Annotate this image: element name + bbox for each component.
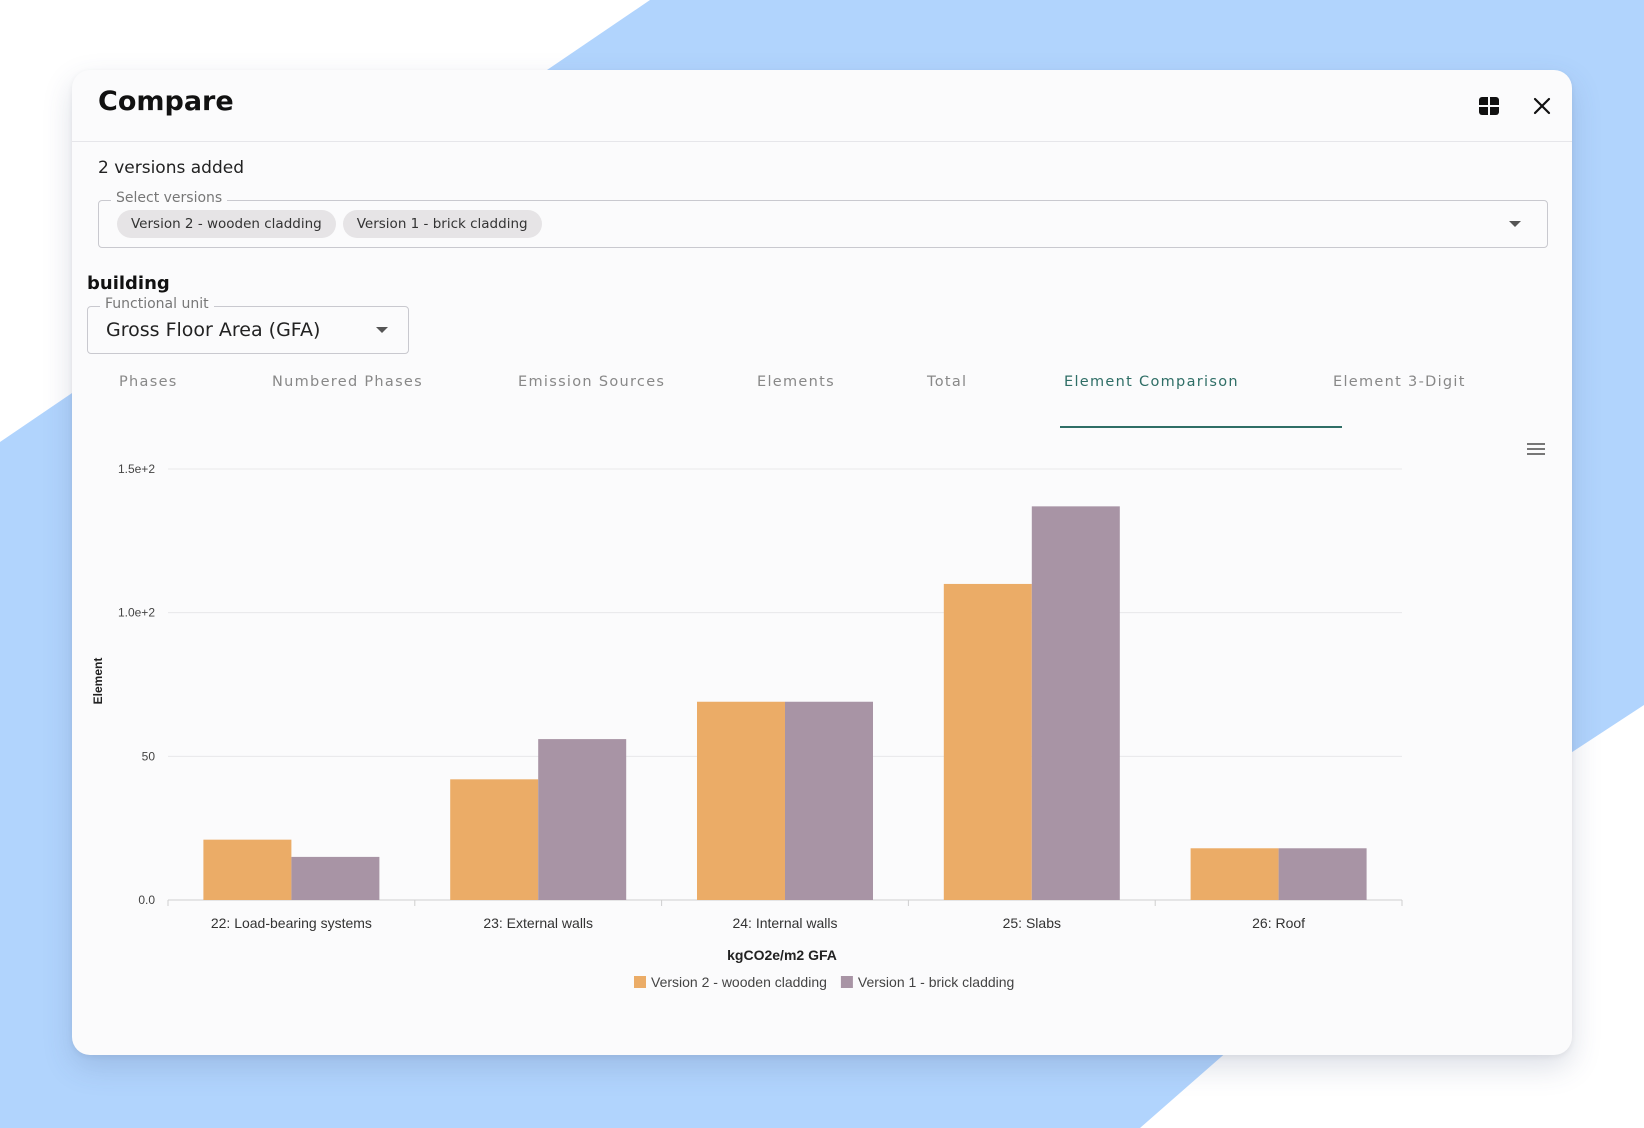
x-tick-label: 23: External walls <box>483 915 593 931</box>
version-chip[interactable]: Version 1 - brick cladding <box>342 210 542 238</box>
dialog-title: Compare <box>98 86 234 117</box>
versions-count: 2 versions added <box>98 158 244 178</box>
element-comparison-chart: 0.0 50 1.0e+2 1.5e+2 22: Load-bearing system… <box>91 462 1403 990</box>
bar <box>291 856 380 900</box>
y-axis-title: Element <box>91 658 105 705</box>
legend-swatch <box>840 976 853 988</box>
section-title: building <box>87 273 170 294</box>
version-select-label: Select versions <box>111 190 228 206</box>
functional-unit-select[interactable]: Functional unit Gross Floor Area (GFA) <box>87 296 409 354</box>
bar <box>203 839 292 900</box>
y-tick-label: 1.5e+2 <box>118 462 155 476</box>
legend-label: Version 2 - wooden cladding <box>651 974 827 990</box>
tab-elements[interactable]: Elements <box>757 374 835 390</box>
compare-dialog: Compare 2 versions added Select versions… <box>72 70 1572 1055</box>
bar <box>697 701 785 900</box>
bar <box>1278 848 1367 900</box>
version-chips: Version 2 - wooden cladding Version 1 - … <box>117 210 542 238</box>
bar <box>943 583 1032 900</box>
x-tick-label: 22: Load-bearing systems <box>211 915 372 931</box>
x-axis-title: kgCO2e/m2 GFA <box>727 947 837 963</box>
legend-swatch <box>634 976 646 988</box>
x-tick-label: 25: Slabs <box>1003 915 1061 931</box>
chevron-down-icon[interactable] <box>1509 221 1521 227</box>
tab-element-comparison[interactable]: Element Comparison <box>1064 374 1239 390</box>
bar <box>1031 506 1120 900</box>
close-icon[interactable] <box>1528 92 1556 120</box>
bar <box>785 701 873 900</box>
y-tick-label: 0.0 <box>138 893 155 907</box>
functional-unit-value: Gross Floor Area (GFA) <box>106 319 321 341</box>
chevron-down-icon[interactable] <box>376 327 388 333</box>
tab-phases[interactable]: Phases <box>119 374 178 390</box>
tab-numbered-phases[interactable]: Numbered Phases <box>272 374 424 390</box>
bar <box>450 779 539 900</box>
tab-total[interactable]: Total <box>927 374 968 390</box>
bar <box>538 739 627 900</box>
y-tick-label: 50 <box>142 749 156 763</box>
functional-unit-label: Functional unit <box>100 296 214 312</box>
dialog-header: Compare <box>72 70 1572 142</box>
x-tick-label: 26: Roof <box>1252 915 1305 931</box>
tab-element-3-digit[interactable]: Element 3-Digit <box>1333 374 1466 390</box>
version-chip[interactable]: Version 2 - wooden cladding <box>117 210 336 238</box>
bar <box>1190 848 1279 900</box>
x-tick-label: 24: Internal walls <box>732 915 837 931</box>
grid-view-icon[interactable] <box>1475 92 1503 120</box>
tab-emission-sources[interactable]: Emission Sources <box>518 374 666 390</box>
hamburger-menu-icon[interactable] <box>1527 440 1549 460</box>
y-tick-label: 1.0e+2 <box>118 606 155 620</box>
version-select[interactable]: Select versions Version 2 - wooden cladd… <box>98 190 1548 248</box>
legend-label: Version 1 - brick cladding <box>858 974 1014 990</box>
active-tab-indicator <box>1060 426 1342 428</box>
